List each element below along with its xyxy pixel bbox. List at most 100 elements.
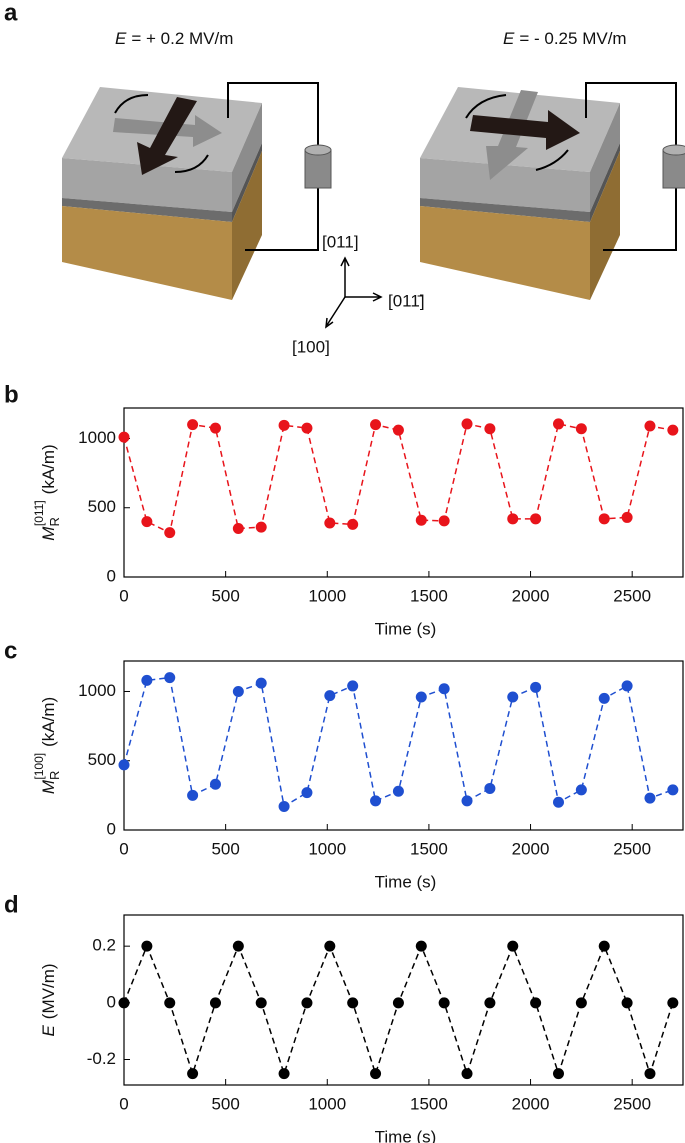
data-point (118, 431, 130, 443)
data-point (507, 691, 519, 703)
x-tick-label: 1500 (410, 1094, 448, 1113)
data-point (164, 672, 176, 684)
data-point (118, 997, 130, 1009)
data-point (141, 674, 153, 686)
data-line (123, 944, 674, 1077)
data-point (667, 784, 679, 796)
data-point (141, 516, 153, 528)
data-point (621, 997, 633, 1009)
data-point (324, 690, 336, 702)
data-point (118, 759, 130, 771)
y-tick-label: 0 (107, 819, 116, 838)
y-tick-label: 500 (88, 497, 116, 516)
x-tick-label: 500 (211, 1094, 239, 1113)
y-tick-label: 1000 (78, 681, 116, 700)
data-point (164, 527, 176, 539)
x-tick-label: 1500 (410, 586, 448, 605)
x-axis-label: Time (s) (375, 872, 437, 891)
data-point (278, 419, 290, 431)
x-tick-label: 0 (119, 1094, 128, 1113)
x-tick-label: 2000 (512, 839, 550, 858)
data-point (370, 419, 382, 431)
y-tick-label: 0 (107, 566, 116, 585)
x-tick-label: 0 (119, 586, 128, 605)
data-point (187, 1068, 199, 1080)
x-axis-label: Time (s) (375, 1127, 437, 1143)
x-tick-label: 2000 (512, 586, 550, 605)
data-point (438, 997, 450, 1009)
x-tick-label: 1000 (308, 1094, 346, 1113)
data-point (575, 423, 587, 435)
y-axis-label: MR[011̄] (kA/m) (32, 444, 62, 540)
data-point (598, 692, 610, 704)
data-point (324, 517, 336, 529)
data-point (255, 521, 267, 533)
y-tick-label: 1000 (78, 428, 116, 447)
data-point (621, 511, 633, 523)
y-label-unit: (kA/m) (39, 444, 58, 494)
y-label-subscript: R (47, 517, 62, 526)
data-point (370, 1068, 382, 1080)
data-point (530, 997, 542, 1009)
data-point (301, 787, 313, 799)
data-point (484, 782, 496, 794)
data-point (598, 940, 610, 952)
data-point (621, 680, 633, 692)
data-point (301, 997, 313, 1009)
panel-label: c (4, 637, 17, 664)
data-point (141, 940, 153, 952)
data-point (667, 424, 679, 436)
data-point (392, 785, 404, 797)
device-right (419, 82, 685, 301)
axis-label: [011̄] (388, 291, 425, 310)
data-point (438, 683, 450, 695)
y-label-unit: (MV/m) (39, 963, 58, 1019)
data-point (552, 1068, 564, 1080)
data-point (461, 1068, 473, 1080)
data-point (392, 424, 404, 436)
data-point (552, 418, 564, 430)
y-axis-label: E (MV/m) (39, 963, 58, 1036)
data-point (507, 940, 519, 952)
plot-frame (123, 914, 684, 1086)
data-point (415, 514, 427, 526)
axis-label: [011] (322, 232, 359, 251)
data-point (255, 677, 267, 689)
data-point (324, 940, 336, 952)
data-point (232, 523, 244, 535)
field-text: = + 0.2 MV/m (131, 29, 233, 48)
data-point (209, 778, 221, 790)
data-point (507, 513, 519, 525)
y-label-superscript: [011̄] (32, 500, 46, 526)
x-tick-label: 2500 (613, 1094, 651, 1113)
data-point (370, 795, 382, 807)
data-point (552, 796, 564, 808)
x-tick-label: 1000 (308, 586, 346, 605)
panel-label: b (4, 381, 19, 408)
panel-label: a (4, 0, 18, 26)
data-point (278, 1068, 290, 1080)
data-point (484, 423, 496, 435)
data-point (415, 940, 427, 952)
x-tick-label: 1000 (308, 839, 346, 858)
data-point (255, 997, 267, 1009)
data-point (598, 513, 610, 525)
x-tick-label: 2500 (613, 839, 651, 858)
axis-label: [100] (292, 337, 330, 356)
panel-label: d (4, 891, 19, 918)
data-point (187, 419, 199, 431)
x-axis-label: Time (s) (375, 619, 437, 638)
y-axis-label: MR[100] (kA/m) (32, 697, 62, 794)
data-point (232, 685, 244, 697)
data-point (575, 997, 587, 1009)
data-point (209, 997, 221, 1009)
device-left (61, 82, 332, 301)
data-point (301, 422, 313, 434)
field-label: E = - 0.25 MV/m (503, 29, 627, 48)
field-symbol: E (115, 29, 127, 48)
plot-frame (123, 660, 684, 831)
y-tick-label: -0.2 (87, 1049, 116, 1068)
field-text: = - 0.25 MV/m (519, 29, 626, 48)
field-label: E = + 0.2 MV/m (115, 29, 233, 48)
